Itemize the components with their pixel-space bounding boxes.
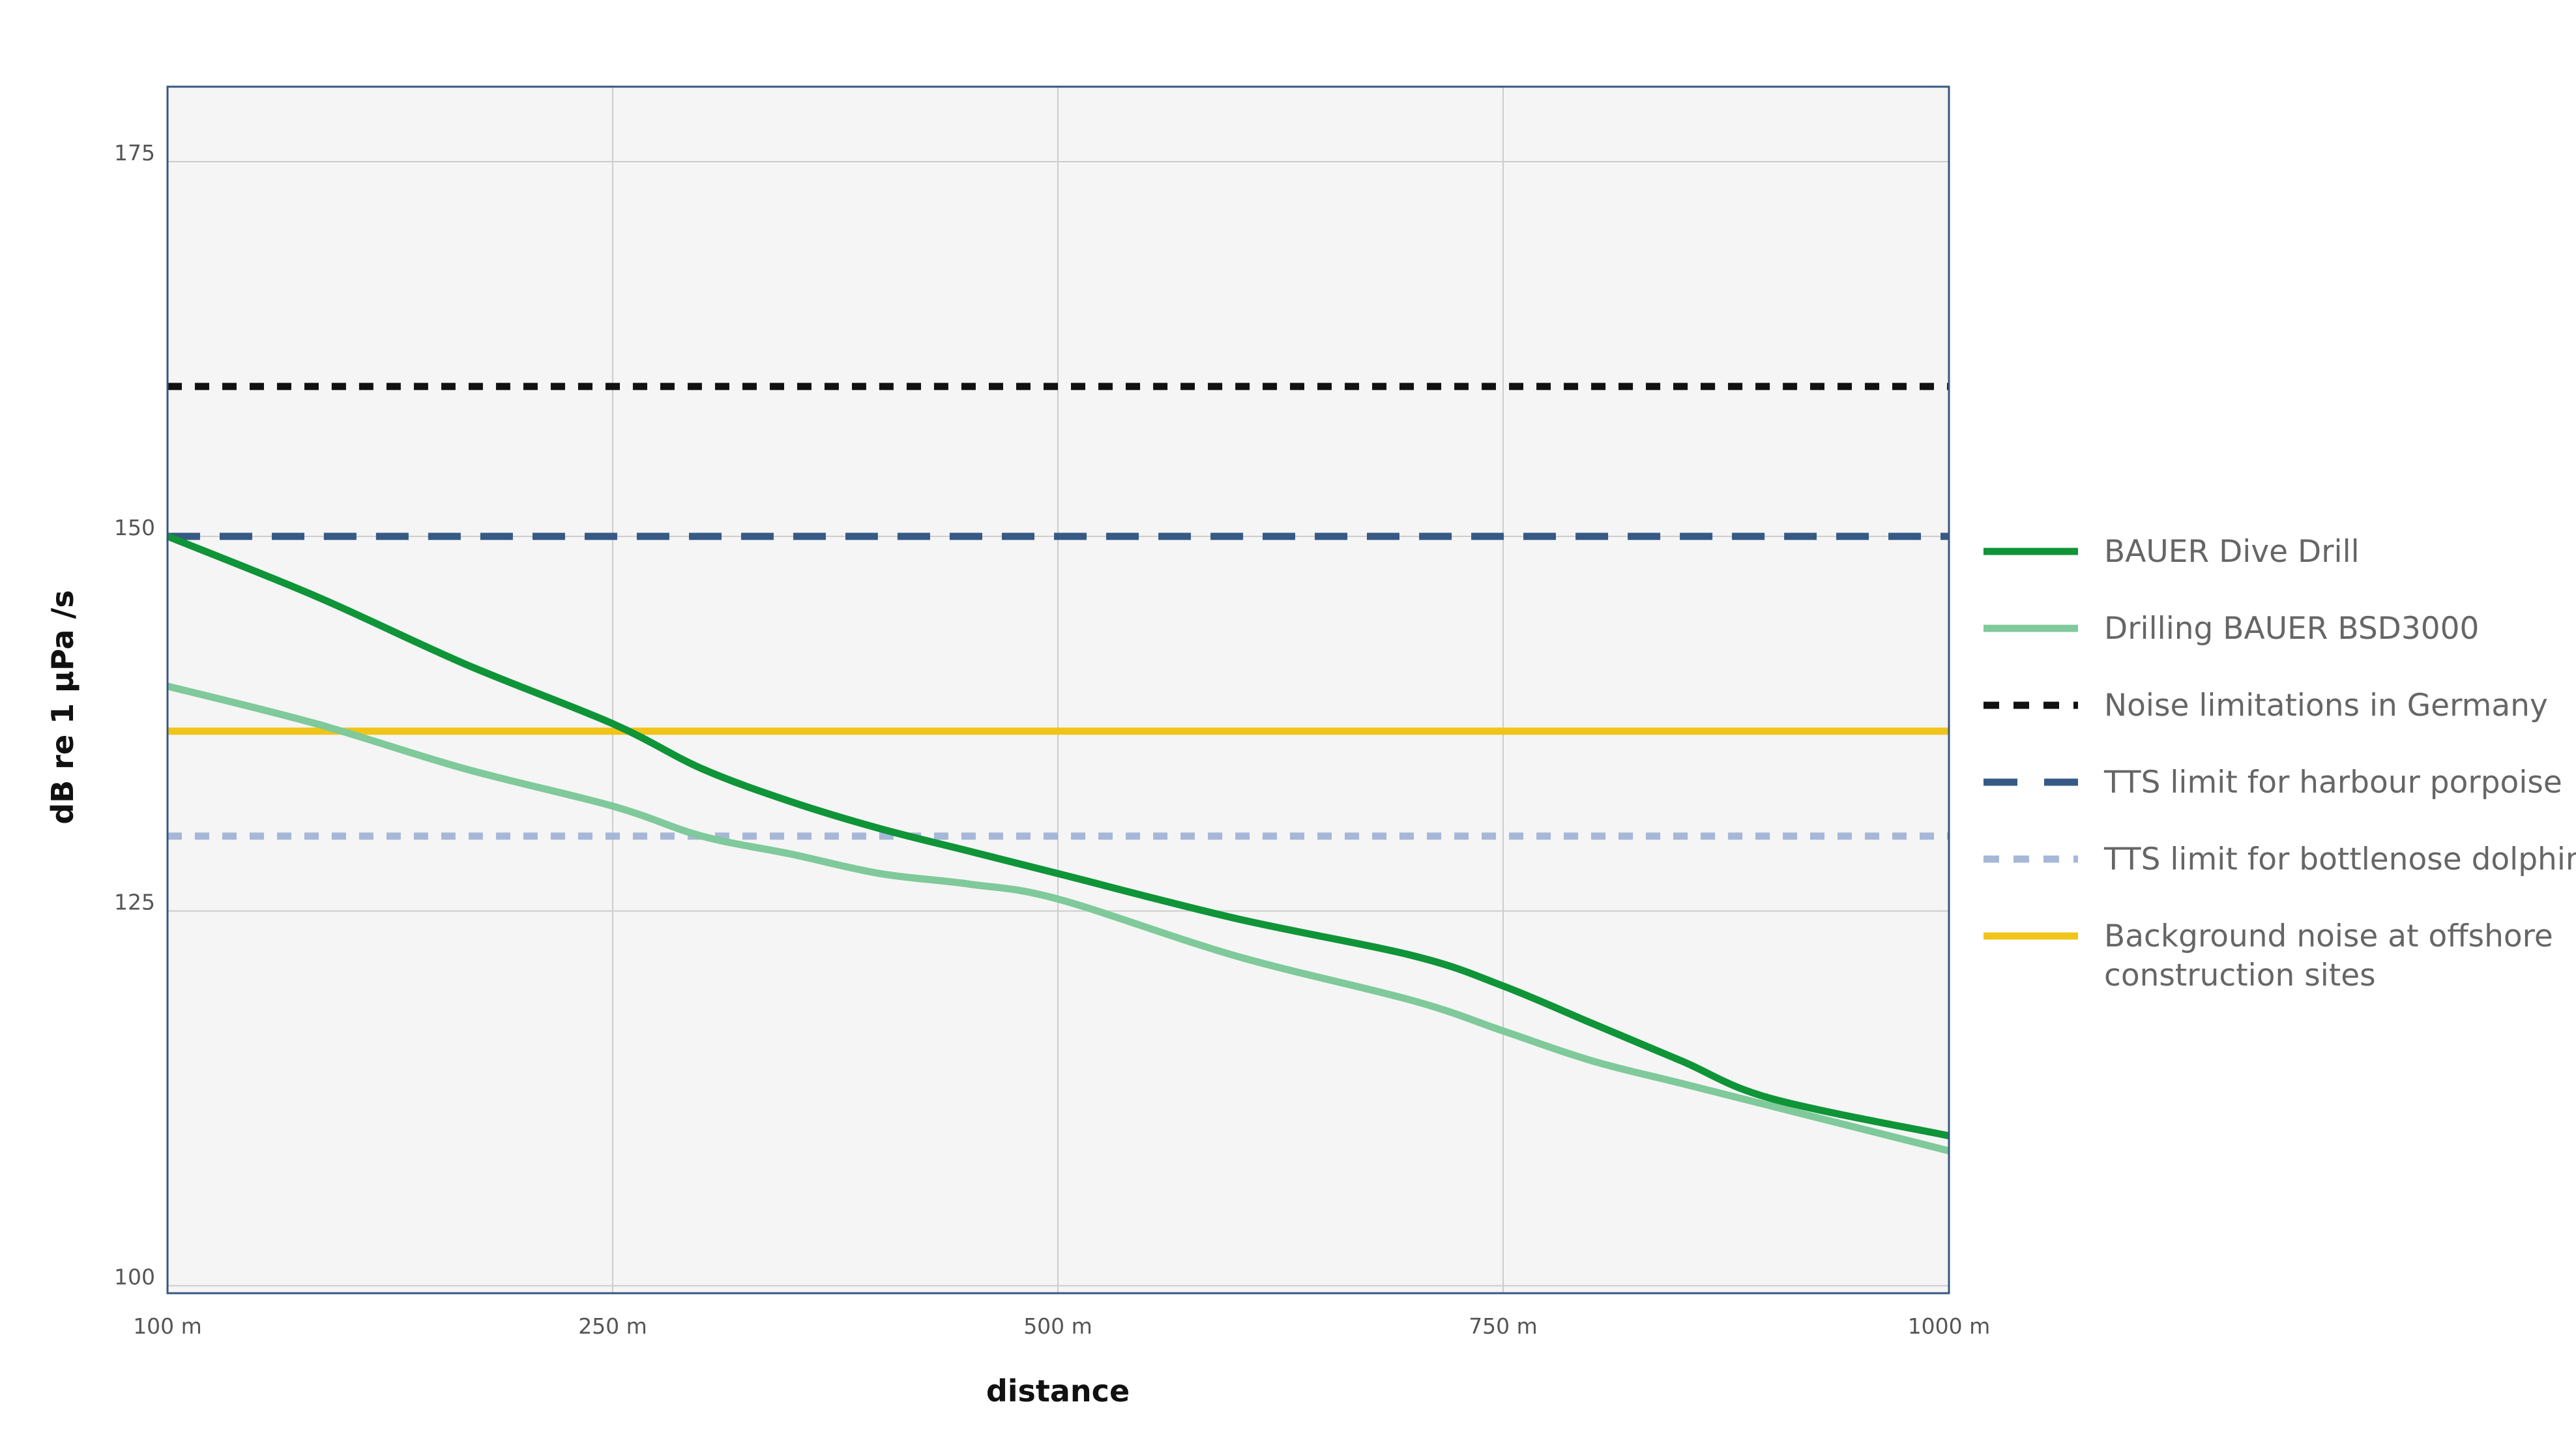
x-axis-title: distance	[986, 1373, 1130, 1409]
legend-label: TTS limit for harbour porpoise	[2103, 765, 2562, 800]
x-tick-label: 500 m	[1023, 1313, 1092, 1339]
y-axis-title: dB re 1 µPa /s	[45, 590, 80, 825]
legend-label: Drilling BAUER BSD3000	[2104, 611, 2479, 647]
y-tick-label: 125	[114, 890, 155, 915]
legend-label: Background noise at offshore	[2104, 918, 2553, 954]
legend-label: Noise limitations in Germany	[2104, 688, 2548, 724]
y-tick-label: 175	[114, 140, 155, 166]
series-line	[166, 533, 1950, 1139]
x-tick-label: 100 m	[133, 1313, 202, 1339]
x-tick-label: 1000 m	[1908, 1313, 1991, 1339]
legend: BAUER Dive Drill Drilling BAUER BSD3000 No…	[1983, 534, 2576, 993]
x-tick-label: 250 m	[578, 1313, 647, 1339]
y-tick-label: 150	[114, 515, 155, 540]
legend-label: BAUER Dive Drill	[2104, 534, 2360, 570]
legend-label: TTS limit for bottlenose dolphine	[2103, 842, 2576, 877]
series-group	[166, 383, 1950, 1154]
axes	[166, 85, 1950, 1295]
y-tick-label: 100	[114, 1265, 155, 1290]
legend-label: construction sites	[2104, 958, 2376, 993]
tick-labels: 100 m 250 m 500 m 750 m 1000 m 100 125 150 175	[114, 140, 1990, 1339]
series-line	[166, 682, 1950, 1154]
x-tick-label: 750 m	[1469, 1313, 1538, 1339]
plot-frame	[166, 85, 1950, 1295]
